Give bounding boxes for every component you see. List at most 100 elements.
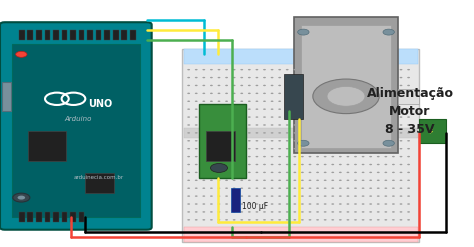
Circle shape [327, 86, 365, 106]
Circle shape [218, 195, 220, 197]
Circle shape [369, 77, 372, 78]
Circle shape [362, 195, 365, 197]
Circle shape [316, 195, 319, 197]
Circle shape [400, 211, 402, 213]
Circle shape [324, 132, 327, 134]
Circle shape [255, 124, 258, 126]
Circle shape [202, 93, 205, 94]
Circle shape [225, 69, 228, 70]
Circle shape [195, 203, 198, 205]
Circle shape [263, 69, 266, 70]
Circle shape [362, 156, 365, 157]
Circle shape [16, 51, 27, 57]
Circle shape [309, 108, 311, 110]
Circle shape [202, 101, 205, 102]
Circle shape [278, 69, 281, 70]
Circle shape [369, 85, 372, 86]
Circle shape [293, 85, 296, 86]
Bar [62, 30, 67, 40]
Circle shape [346, 156, 349, 157]
Circle shape [301, 124, 304, 126]
Circle shape [316, 132, 319, 134]
Circle shape [218, 156, 220, 157]
Bar [301, 25, 391, 148]
Bar [62, 212, 67, 222]
Circle shape [187, 85, 190, 86]
Circle shape [392, 124, 395, 126]
Circle shape [346, 93, 349, 94]
Circle shape [392, 164, 395, 165]
Circle shape [362, 116, 365, 118]
Circle shape [346, 132, 349, 134]
Bar [182, 49, 419, 242]
Circle shape [263, 172, 266, 173]
Circle shape [384, 156, 387, 157]
Bar [284, 74, 303, 119]
Circle shape [255, 219, 258, 221]
Circle shape [313, 79, 379, 114]
Circle shape [218, 116, 220, 118]
Circle shape [301, 203, 304, 205]
Circle shape [195, 187, 198, 189]
Circle shape [293, 124, 296, 126]
Circle shape [377, 195, 380, 197]
Circle shape [369, 148, 372, 149]
Circle shape [187, 187, 190, 189]
Circle shape [187, 93, 190, 94]
Circle shape [384, 69, 387, 70]
Circle shape [225, 124, 228, 126]
Circle shape [218, 132, 220, 134]
Circle shape [331, 85, 334, 86]
Circle shape [233, 93, 236, 94]
Circle shape [339, 172, 342, 173]
Circle shape [354, 77, 357, 78]
Circle shape [324, 85, 327, 86]
Circle shape [384, 116, 387, 118]
Circle shape [324, 172, 327, 173]
Circle shape [301, 211, 304, 213]
Circle shape [316, 211, 319, 213]
Circle shape [346, 101, 349, 102]
Circle shape [293, 203, 296, 205]
Circle shape [271, 101, 273, 102]
Circle shape [218, 148, 220, 149]
Circle shape [263, 101, 266, 102]
Circle shape [255, 156, 258, 157]
Circle shape [278, 101, 281, 102]
Circle shape [286, 140, 289, 142]
Circle shape [392, 85, 395, 86]
Circle shape [316, 93, 319, 94]
Circle shape [362, 85, 365, 86]
Bar [419, 119, 446, 143]
Circle shape [316, 124, 319, 126]
Circle shape [346, 116, 349, 118]
Circle shape [225, 156, 228, 157]
Circle shape [263, 132, 266, 134]
Circle shape [278, 116, 281, 118]
Circle shape [309, 195, 311, 197]
Circle shape [362, 77, 365, 78]
Bar [85, 173, 114, 193]
Circle shape [301, 93, 304, 94]
Circle shape [233, 172, 236, 173]
Circle shape [202, 77, 205, 78]
Circle shape [286, 156, 289, 157]
Circle shape [309, 116, 311, 118]
Circle shape [225, 77, 228, 78]
Circle shape [210, 156, 213, 157]
Circle shape [377, 124, 380, 126]
Circle shape [400, 187, 402, 189]
Circle shape [346, 164, 349, 165]
Circle shape [255, 164, 258, 165]
Circle shape [362, 172, 365, 173]
Circle shape [195, 77, 198, 78]
Circle shape [407, 180, 410, 181]
Circle shape [400, 156, 402, 157]
Circle shape [339, 211, 342, 213]
Circle shape [383, 140, 394, 146]
Circle shape [400, 101, 402, 102]
Circle shape [218, 101, 220, 102]
Circle shape [195, 148, 198, 149]
Circle shape [293, 69, 296, 70]
Circle shape [362, 69, 365, 70]
